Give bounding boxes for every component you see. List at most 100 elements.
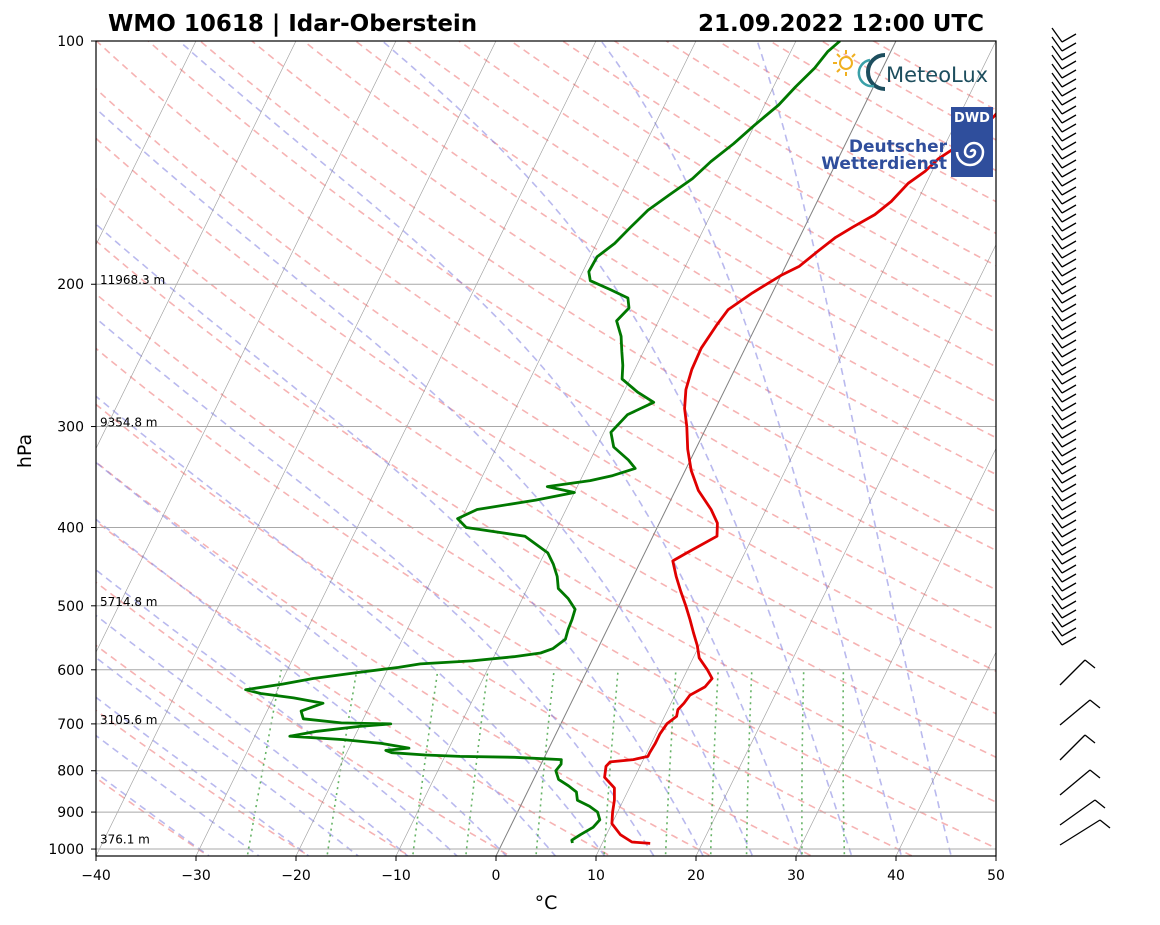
wind-barb <box>1059 699 1091 726</box>
wind-barb-flag <box>1084 734 1096 744</box>
wind-barb <box>1051 36 1063 52</box>
wind-barb-flag <box>1061 339 1077 349</box>
height-label: 11968.3 m <box>100 273 165 287</box>
wind-barb <box>1051 558 1063 574</box>
background-lines <box>0 4 996 883</box>
wind-barb-flag <box>1061 519 1077 529</box>
dry-adiabat <box>457 41 996 368</box>
dwd-swirl-icon <box>955 141 985 167</box>
mixing-ratio-line <box>411 669 439 856</box>
meteolux-text: MeteoLux <box>886 63 988 87</box>
wind-barb <box>1051 360 1063 376</box>
wind-barb <box>1051 612 1063 628</box>
wind-barb-flag <box>1061 420 1077 430</box>
wind-barb-flag <box>1061 375 1077 385</box>
wind-barb <box>1051 387 1063 403</box>
isotherm <box>0 4 14 883</box>
y-tick-label: 400 <box>57 520 84 536</box>
x-axis-label: °C <box>535 892 558 914</box>
x-tick-label: −40 <box>81 868 111 884</box>
wind-barb-flag <box>1061 564 1077 574</box>
moist-adiabat <box>600 41 903 856</box>
moist-adiabat <box>96 568 459 856</box>
wind-barb-flag <box>1061 168 1077 178</box>
mixing-ratio-line <box>664 669 677 856</box>
x-tick-label: 40 <box>887 868 905 884</box>
plot-frame <box>95 40 997 857</box>
wind-barb <box>1051 288 1063 304</box>
wind-barb-flag <box>1061 546 1077 556</box>
y-tick-label: 700 <box>57 717 84 733</box>
wind-barb-flag <box>1089 769 1101 779</box>
wind-barbs <box>1051 27 1111 846</box>
wind-barb <box>1051 333 1063 349</box>
wind-barb <box>1051 54 1063 70</box>
wind-barb-flag <box>1061 618 1077 628</box>
wind-barb <box>1051 45 1063 61</box>
wind-barb-flag <box>1061 492 1077 502</box>
dry-adiabat <box>250 41 996 513</box>
isotherm <box>795 447 996 856</box>
wind-barb <box>1051 207 1063 223</box>
wind-barb <box>1051 585 1063 601</box>
mixing-ratio-line <box>464 669 489 856</box>
wind-barb <box>1051 198 1063 214</box>
moist-adiabat <box>96 696 310 856</box>
dry-adiabat <box>96 187 996 759</box>
isotherm <box>195 41 597 856</box>
wind-barb <box>1051 522 1063 538</box>
wind-barb-flag <box>1061 78 1077 88</box>
wind-barb <box>1051 540 1063 556</box>
x-tick-label: 0 <box>492 868 501 884</box>
wind-barb <box>1051 135 1063 151</box>
wind-barb-flag <box>1061 582 1077 592</box>
wind-barb <box>1051 423 1063 439</box>
wind-barb <box>1059 799 1096 826</box>
meteolux-ring-icon <box>866 53 886 91</box>
wind-barb-flag <box>1061 447 1077 457</box>
wind-barb-flag <box>1061 636 1077 646</box>
isotherm <box>96 41 197 246</box>
dry-adiabat <box>96 644 411 856</box>
wind-barb-flag <box>1061 294 1077 304</box>
wind-barb-flag <box>1061 348 1077 358</box>
y-tick-label: 600 <box>57 663 84 679</box>
mixing-ratio-line <box>801 669 805 856</box>
dry-adiabat <box>198 41 996 552</box>
wind-barb <box>1051 576 1063 592</box>
wind-barb-flag <box>1061 132 1077 142</box>
dwd-badge-text: DWD <box>954 111 990 126</box>
moist-adiabat <box>756 41 953 856</box>
wind-barb-flag <box>1061 537 1077 547</box>
mixing-ratio-line <box>842 669 846 856</box>
moist-adiabat <box>96 223 705 856</box>
wind-barb <box>1051 243 1063 259</box>
wind-barb <box>1051 297 1063 313</box>
wind-barb-flag <box>1061 96 1077 106</box>
y-tick-label: 200 <box>57 277 84 293</box>
moist-adiabat <box>96 317 655 856</box>
wind-barb-flag <box>1061 123 1077 133</box>
wind-barb <box>1051 252 1063 268</box>
wind-barb-flag <box>1089 699 1101 709</box>
wind-barb-flag <box>1061 429 1077 439</box>
wind-barb <box>1059 769 1091 796</box>
dry-adiabat <box>96 520 613 856</box>
mixing-ratio-line <box>535 669 555 856</box>
wind-barb <box>1051 369 1063 385</box>
wind-barb <box>1051 126 1063 142</box>
wind-barb-flag <box>1061 105 1077 115</box>
dry-adiabat <box>96 347 915 856</box>
wind-barb-flag <box>1061 240 1077 250</box>
moist-adiabat <box>96 518 508 856</box>
moist-adiabat <box>96 461 557 856</box>
y-tick-label: 800 <box>57 764 84 780</box>
wind-barb <box>1059 819 1101 846</box>
wind-barb-flag <box>1061 177 1077 187</box>
isotherm <box>96 41 397 653</box>
dwd-text-line2: Wetterdienst <box>821 154 947 174</box>
wind-barb-flag <box>1061 42 1077 52</box>
wind-barb <box>1051 144 1063 160</box>
mixing-ratio-line <box>326 669 358 856</box>
wind-barb <box>1051 153 1063 169</box>
